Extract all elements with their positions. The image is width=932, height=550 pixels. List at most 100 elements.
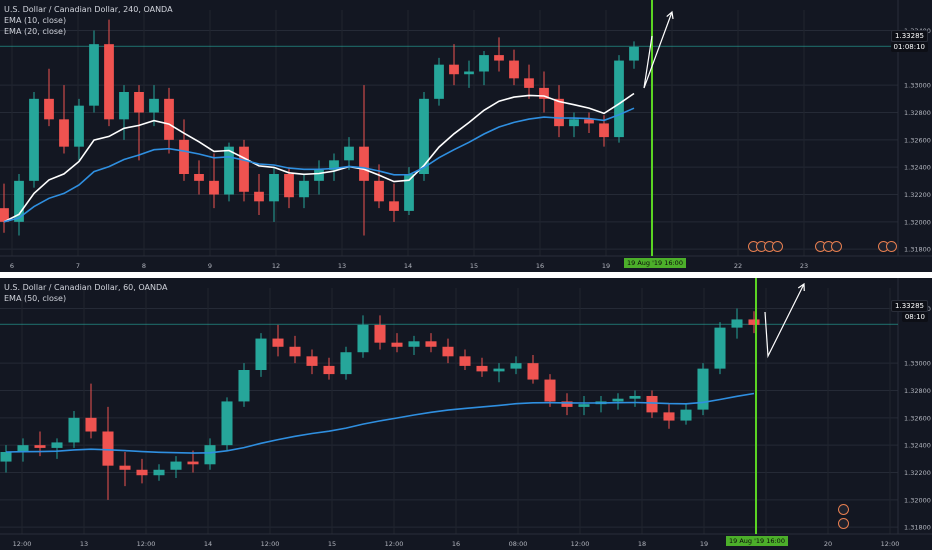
candle-body (464, 71, 474, 75)
candle-body (14, 180, 24, 222)
chart-panel-60[interactable]: 1.334001.330001.328001.326001.324001.322… (0, 278, 932, 550)
x-tick-label: 14 (404, 262, 412, 270)
y-tick-label: 1.31800 (904, 524, 931, 532)
x-tick-label: 8 (142, 262, 146, 270)
candle-body (408, 341, 420, 347)
candle-body (419, 98, 429, 174)
x-tick-label: 12:00 (137, 540, 156, 548)
y-tick-label: 1.32000 (904, 218, 931, 226)
projection-arrow-head (797, 282, 805, 292)
candle-body (85, 417, 97, 432)
candle-body (561, 401, 573, 407)
event-circle[interactable] (838, 504, 849, 515)
candle-body (89, 44, 99, 106)
y-tick-label: 1.32000 (904, 496, 931, 504)
candle-body (584, 119, 594, 124)
chart-panel-240[interactable]: 1.334001.330001.328001.326001.324001.322… (0, 0, 932, 272)
candle-body (170, 461, 182, 470)
x-tick-label: 13 (338, 262, 346, 270)
x-tick-label: 18 (638, 540, 646, 548)
candle-body (272, 338, 284, 347)
candle-body (329, 160, 339, 170)
time-marker-label: 19 Aug '19 16:00 (624, 258, 686, 268)
symbol-title[interactable]: U.S. Dollar / Canadian Dollar, 60, OANDA (4, 283, 168, 292)
symbol-title[interactable]: U.S. Dollar / Canadian Dollar, 240, OAND… (4, 5, 173, 14)
candle-body (149, 98, 159, 113)
legend-240: U.S. Dollar / Canadian Dollar, 240, OAND… (4, 4, 173, 37)
x-tick-label: 15 (470, 262, 478, 270)
legend-60: U.S. Dollar / Canadian Dollar, 60, OANDA… (4, 282, 167, 304)
chart-canvas-60[interactable]: 1.334001.330001.328001.326001.324001.322… (0, 278, 932, 550)
y-tick-label: 1.32600 (904, 414, 931, 422)
candle-body (544, 379, 556, 402)
candle-body (299, 180, 309, 198)
candle-body (493, 368, 505, 372)
candle-body (254, 191, 264, 202)
candle-body (74, 105, 84, 147)
candle-body (29, 98, 39, 181)
candle-body (434, 64, 444, 99)
candle-body (569, 119, 579, 127)
candle-body (289, 346, 301, 357)
y-tick-label: 1.32800 (904, 109, 931, 117)
y-tick-label: 1.32200 (904, 469, 931, 477)
candle-body (179, 139, 189, 174)
candle-body (554, 98, 564, 127)
y-tick-label: 1.33000 (904, 82, 931, 90)
candle-body (476, 365, 488, 372)
candle-body (389, 201, 399, 211)
candle-body (102, 431, 114, 466)
event-markers[interactable] (838, 514, 849, 533)
candle-body (209, 180, 219, 195)
candle-body (314, 169, 324, 181)
candle-body (68, 417, 80, 443)
x-tick-label: 16 (536, 262, 544, 270)
candle-body (0, 208, 9, 222)
y-tick-label: 1.33000 (904, 360, 931, 368)
candle-body (374, 180, 384, 202)
chart-canvas-240[interactable]: 1.334001.330001.328001.326001.324001.322… (0, 0, 932, 272)
candle-body (359, 146, 369, 181)
candle-body (425, 341, 437, 347)
x-tick-label: 20 (824, 540, 832, 548)
event-circle[interactable] (772, 241, 783, 252)
x-tick-label: 12:00 (571, 540, 590, 548)
candle-body (357, 324, 369, 353)
candle-body (204, 445, 216, 465)
event-circle[interactable] (831, 241, 842, 252)
candle-body (239, 146, 249, 192)
ema-10-label[interactable]: EMA (10, close) (4, 16, 67, 25)
event-markers[interactable] (878, 237, 897, 256)
y-tick-label: 1.32200 (904, 191, 931, 199)
x-tick-label: 6 (10, 262, 14, 270)
candle-body (136, 469, 148, 476)
event-circle[interactable] (886, 241, 897, 252)
ema-20-label[interactable]: EMA (20, close) (4, 27, 67, 36)
event-markers[interactable] (815, 237, 842, 256)
x-tick-label: 12:00 (13, 540, 32, 548)
candle-body (134, 92, 144, 113)
x-tick-label: 19 (700, 540, 708, 548)
y-tick-label: 1.32400 (904, 442, 931, 450)
panel-divider[interactable] (0, 272, 932, 278)
ema-50-label[interactable]: EMA (50, close) (4, 294, 67, 303)
x-tick-label: 08:00 (509, 540, 528, 548)
candle-body (194, 174, 204, 181)
candle-body (510, 363, 522, 369)
candle-body (524, 78, 534, 88)
projection-arrow (643, 11, 673, 89)
event-markers[interactable] (748, 237, 783, 256)
candle-body (731, 319, 743, 328)
candle-body (0, 452, 12, 462)
candle-body (269, 174, 279, 202)
candle-body (479, 55, 489, 72)
event-markers[interactable] (838, 500, 849, 519)
countdown-tag: 08:10 (901, 312, 928, 322)
x-tick-label: 9 (208, 262, 212, 270)
event-circle[interactable] (838, 518, 849, 529)
candle-body (34, 445, 46, 448)
y-tick-label: 1.31800 (904, 246, 931, 254)
candle-body (221, 401, 233, 446)
x-tick-label: 7 (76, 262, 80, 270)
projection-arrow-head (666, 10, 674, 20)
